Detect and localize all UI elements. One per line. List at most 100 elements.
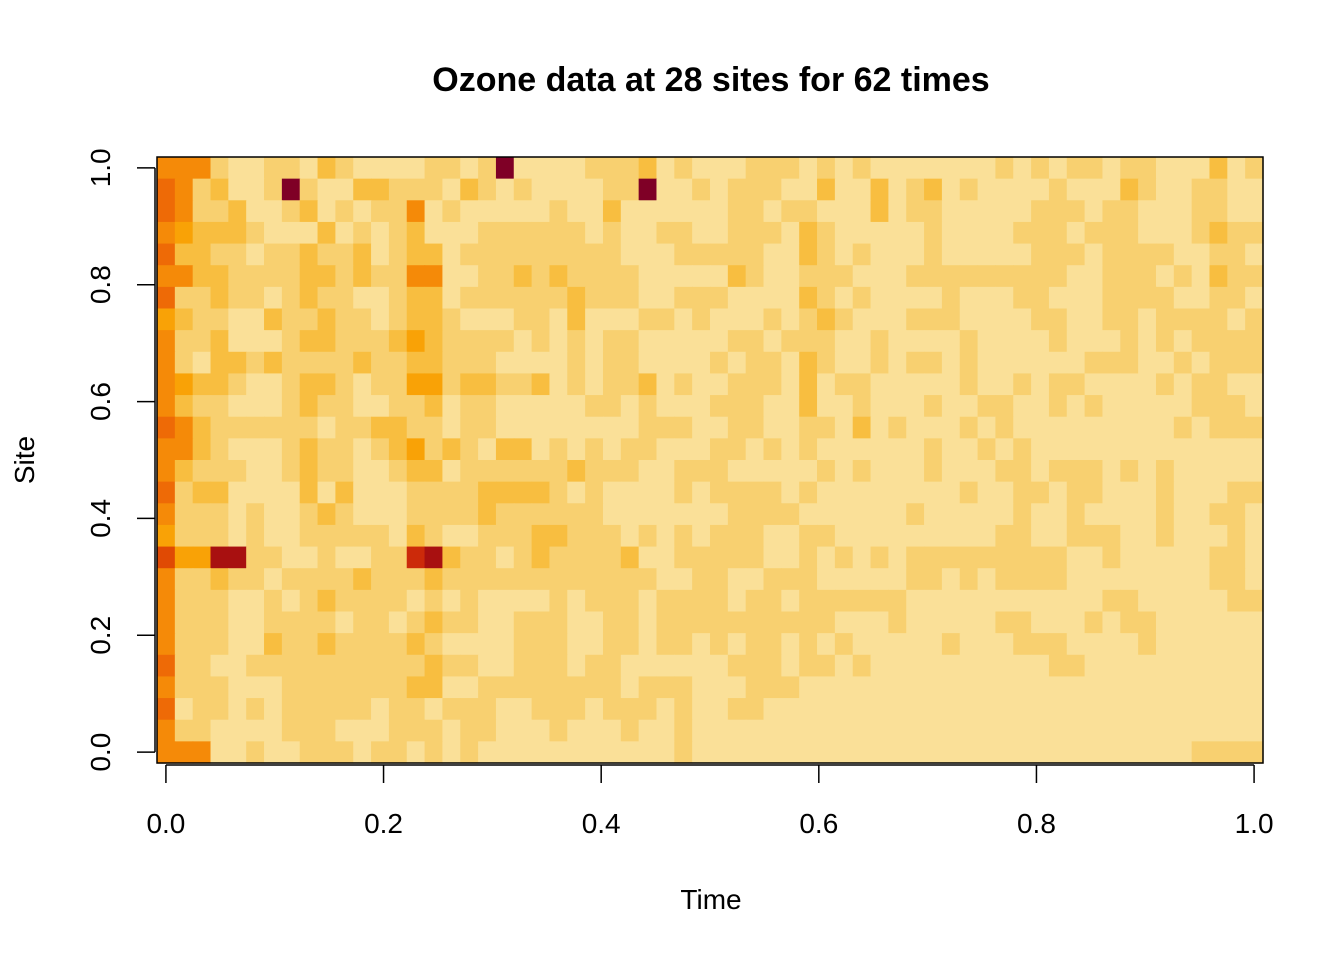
heatmap-cell [1245,243,1264,266]
heatmap-cell [834,157,854,180]
heatmap-cell [1227,416,1246,439]
heatmap-cell [442,589,461,613]
heatmap-cell [442,654,461,678]
heatmap-cell [1138,438,1157,461]
heatmap-cell [388,221,408,245]
heatmap-cell [174,524,194,548]
heatmap-cell [941,741,961,764]
heatmap-cell [335,460,354,483]
heatmap-cell [281,654,301,678]
heatmap-cell [924,243,943,266]
heatmap-cell [299,503,319,526]
heatmap-cell [959,503,979,526]
heatmap-cell [478,589,497,613]
heatmap-cell [1138,611,1157,634]
heatmap-cell [1191,546,1211,569]
heatmap-cell [834,351,854,375]
heatmap-cell [1138,243,1157,266]
heatmap-cell [1191,221,1211,245]
heatmap-cell [870,416,889,439]
heatmap-cell [638,157,658,180]
heatmap-cell [549,568,568,591]
heatmap-cell [656,719,675,742]
heatmap-cell [745,286,765,310]
heatmap-cell [1209,741,1228,764]
heatmap-cell [1066,503,1086,526]
heatmap-cell [656,438,675,461]
heatmap-cell [1120,611,1139,634]
heatmap-cell [1031,178,1050,201]
heatmap-cell [371,178,390,201]
heatmap-cell [1138,633,1157,656]
heatmap-cell [460,265,479,288]
heatmap-cell [924,286,943,310]
heatmap-cell [1227,351,1246,375]
heatmap-cell [281,438,301,461]
heatmap-cell [1102,221,1121,245]
heatmap-cell [763,698,782,721]
heatmap-cell [941,460,961,483]
heatmap-cell [674,460,693,483]
heatmap-cell [692,416,711,439]
heatmap-cell [549,416,568,439]
heatmap-cell [763,265,782,288]
heatmap-cell [335,330,354,353]
heatmap-cell [888,438,907,461]
heatmap-cell [549,546,568,569]
heatmap-cell [549,654,568,678]
heatmap-cell [870,633,889,656]
heatmap-cell [710,330,729,353]
heatmap-cell [585,265,604,288]
heatmap-cell [763,524,782,548]
heatmap-cell [959,611,979,634]
heatmap-cell [674,481,693,504]
heatmap-cell [531,308,551,331]
heatmap-cell [1209,265,1228,288]
heatmap-cell [817,676,836,699]
heatmap-cell [531,589,551,613]
x-axis: 0.0 0.2 0.4 0.6 0.8 1.0 [146,764,1274,839]
heatmap-cell [1120,654,1139,678]
heatmap-cell [1031,330,1050,353]
heatmap-cell [192,286,212,310]
heatmap-cell [924,438,943,461]
heatmap-cell [1084,308,1104,331]
heatmap-cell [959,416,979,439]
heatmap-cell [710,373,729,396]
heatmap-cell [941,719,961,742]
heatmap-cell [1173,481,1193,504]
heatmap-cell [727,221,747,245]
heatmap-cell [1245,438,1264,461]
heatmap-cell [745,330,765,353]
heatmap-cell [246,351,265,375]
heatmap-cell [174,178,194,201]
heatmap-cell [585,438,604,461]
heatmap-cell [317,221,336,245]
heatmap-cell [817,568,836,591]
heatmap-cell [924,157,943,180]
heatmap-cell [1245,373,1264,396]
heatmap-cell [442,351,461,375]
heatmap-cell [317,676,336,699]
heatmap-cell [888,395,907,418]
heatmap-cell [157,330,176,353]
heatmap-cell [388,200,408,223]
heatmap-cell [192,178,212,201]
heatmap-cell [656,395,675,418]
heatmap-cell [1013,676,1032,699]
heatmap-cell [692,438,711,461]
heatmap-cell [210,741,229,764]
heatmap-cell [1191,633,1211,656]
heatmap-cell [959,330,979,353]
heatmap-cell [585,157,604,180]
heatmap-cell [834,438,854,461]
heatmap-cell [1066,546,1086,569]
heatmap-cell [1209,373,1228,396]
heatmap-cell [157,243,176,266]
heatmap-cell [1102,568,1121,591]
heatmap-cell [228,243,247,266]
heatmap-cell [567,589,586,613]
heatmap-cell [638,265,658,288]
heatmap-cell [888,308,907,331]
